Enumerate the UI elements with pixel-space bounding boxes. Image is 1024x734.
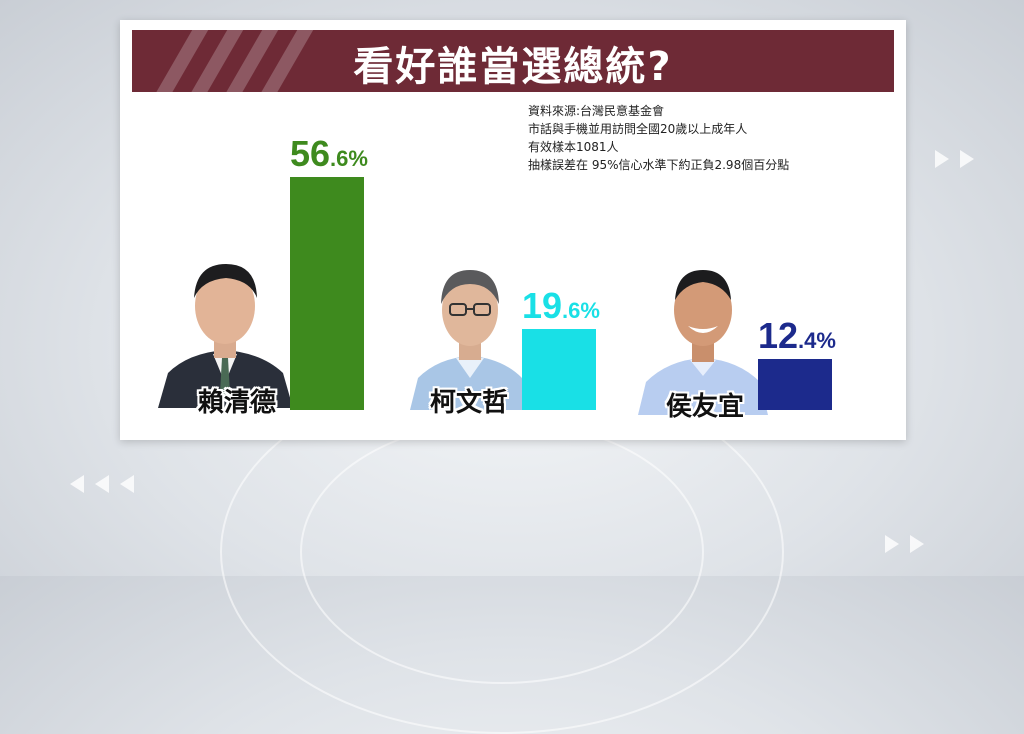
background-ring-small	[300, 420, 704, 684]
background-arrow-icon	[960, 150, 974, 168]
candidate-name-lai: 賴清德	[198, 388, 277, 418]
source-note-line: 市話與手機並用訪問全國20歲以上成年人	[528, 122, 748, 136]
candidate-photo-hou	[638, 270, 768, 415]
background-arrow-icon	[95, 475, 109, 493]
bar-lai	[290, 177, 364, 410]
candidate-photo-ko	[410, 270, 530, 410]
bar-hou	[758, 358, 832, 410]
source-note-line: 資料來源:台灣民意基金會	[528, 104, 665, 118]
value-label-hou: 12.4%	[758, 314, 836, 356]
chart-panel: 看好誰當選總統? 資料來源:台灣民意基金會 市話與手機並用訪問全國20歲以上成年…	[120, 20, 906, 440]
background-arrow-icon	[70, 475, 84, 493]
title-banner: 看好誰當選總統?	[132, 30, 894, 92]
background-arrow-icon	[935, 150, 949, 168]
bar-ko	[522, 329, 596, 410]
value-label-lai: 56.6%	[290, 133, 368, 174]
background-arrow-icon	[120, 475, 134, 493]
background-arrow-icon	[885, 535, 899, 553]
candidate-name-hou: 侯友宜	[666, 392, 745, 422]
chart-title: 看好誰當選總統?	[353, 44, 673, 90]
candidate-photo-lai	[158, 264, 293, 408]
source-notes: 資料來源:台灣民意基金會 市話與手機並用訪問全國20歲以上成年人 有效樣本108…	[528, 102, 789, 174]
value-label-ko: 19.6%	[522, 285, 600, 327]
candidate-name-ko: 柯文哲	[430, 388, 509, 418]
source-note-line: 有效樣本1081人	[528, 140, 619, 154]
bar-chart: 56.6% 19.6% 12.4% 賴清德 柯文哲 侯友宜	[120, 20, 906, 440]
background-arrow-icon	[910, 535, 924, 553]
source-note-line: 抽樣誤差在 95%信心水準下約正負2.98個百分點	[528, 158, 790, 172]
